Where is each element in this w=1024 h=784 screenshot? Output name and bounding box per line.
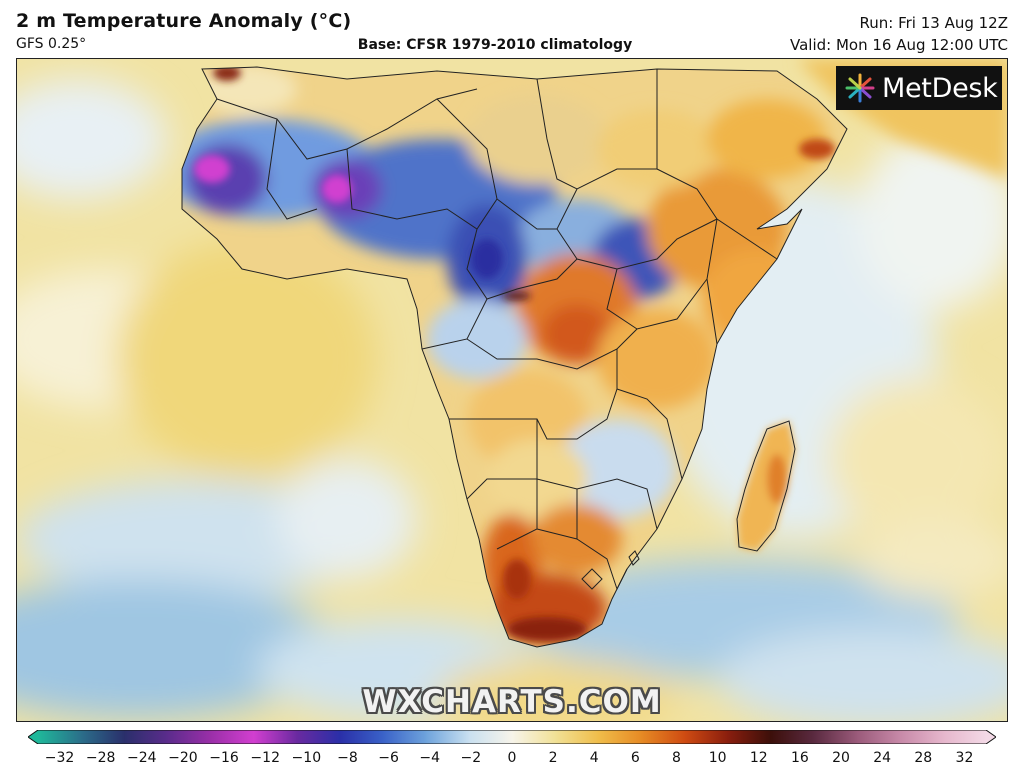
anomaly-map xyxy=(16,58,1008,722)
colorbar-segment xyxy=(296,730,341,744)
metdesk-star-icon xyxy=(845,73,875,103)
chart-title: 2 m Temperature Anomaly (°C) xyxy=(16,10,352,32)
colorbar-tick-label: −12 xyxy=(250,750,280,766)
chart-header: 2 m Temperature Anomaly (°C) GFS 0.25° B… xyxy=(0,0,1024,58)
colorbar-segment xyxy=(856,730,901,744)
colorbar-segment xyxy=(770,730,815,744)
colorbar-tick-label: 10 xyxy=(708,750,727,766)
model-label: GFS 0.25° xyxy=(16,36,87,52)
colorbar-segment xyxy=(253,730,298,744)
colorbar-tick-label: −28 xyxy=(85,750,116,766)
colorbar-tick-label: −6 xyxy=(378,750,399,766)
colorbar-tick-label: −8 xyxy=(337,750,358,766)
wxcharts-watermark: WXCHARTS.COM xyxy=(362,684,662,720)
colorbar-segment xyxy=(124,730,168,744)
colorbar-tick-label: −32 xyxy=(44,750,75,766)
colorbar-tick-label: 2 xyxy=(548,750,558,766)
colorbar-tick-label: 8 xyxy=(672,750,681,766)
colorbar-tick-label: −16 xyxy=(209,750,239,766)
country-borders xyxy=(181,66,848,648)
colorbar-tick-label: 12 xyxy=(749,750,768,766)
colorbar-segment xyxy=(555,730,599,744)
valid-time-label: Valid: Mon 16 Aug 12:00 UTC xyxy=(789,36,1008,54)
colorbar-tick-label: −20 xyxy=(168,750,198,766)
colorbar-segment xyxy=(899,730,944,744)
colorbar-segment xyxy=(813,730,858,744)
colorbar-tick-labels: −32 −28 −24 −20 −16 −12 −10 −8 −6 −4 −2 0 2 4 6 8 10 12 16… xyxy=(0,748,1024,772)
colorbar-segment xyxy=(167,730,211,744)
colorbar-segment xyxy=(210,730,255,744)
colorbar-tick-label: 0 xyxy=(507,750,517,766)
run-time-label: Run: Fri 13 Aug 12Z xyxy=(859,14,1009,32)
colorbar-tick-label: 20 xyxy=(832,750,850,766)
colorbar-tick-label: 24 xyxy=(873,750,892,766)
colorbar-tick-label: 32 xyxy=(955,750,974,766)
colorbar-segment xyxy=(425,730,470,744)
colorbar-segment xyxy=(727,730,772,744)
colorbar-tick-label: −4 xyxy=(419,750,441,766)
colorbar-segment xyxy=(598,730,642,744)
colorbar-tick-label: −2 xyxy=(460,750,482,766)
colorbar-segment xyxy=(38,730,82,744)
colorbar-segment xyxy=(339,730,384,744)
colorbar-segment xyxy=(512,730,556,744)
colorbar-segment xyxy=(382,730,427,744)
colorbar-tick-label: −24 xyxy=(127,750,157,766)
colorbar-segment xyxy=(81,730,125,744)
colorbar xyxy=(28,730,996,744)
colorbar-segment xyxy=(641,730,685,744)
logo-text: MetDesk xyxy=(882,72,998,104)
base-climatology-label: Base: CFSR 1979-2010 climatology xyxy=(357,37,633,53)
colorbar-tick-label: −10 xyxy=(291,750,322,766)
colorbar-max-arrow xyxy=(986,730,996,744)
colorbar-tick-label: 6 xyxy=(630,750,640,766)
colorbar-tick-label: 16 xyxy=(791,750,809,766)
colorbar-segments xyxy=(28,730,996,744)
metdesk-logo: MetDesk xyxy=(836,66,1002,110)
colorbar-tick-label: 4 xyxy=(589,750,599,766)
colorbar-segment xyxy=(468,730,513,744)
colorbar-segment xyxy=(684,730,729,744)
colorbar-min-arrow xyxy=(28,730,38,744)
colorbar-tick-label: 28 xyxy=(914,750,933,766)
colorbar-segment xyxy=(942,730,987,744)
